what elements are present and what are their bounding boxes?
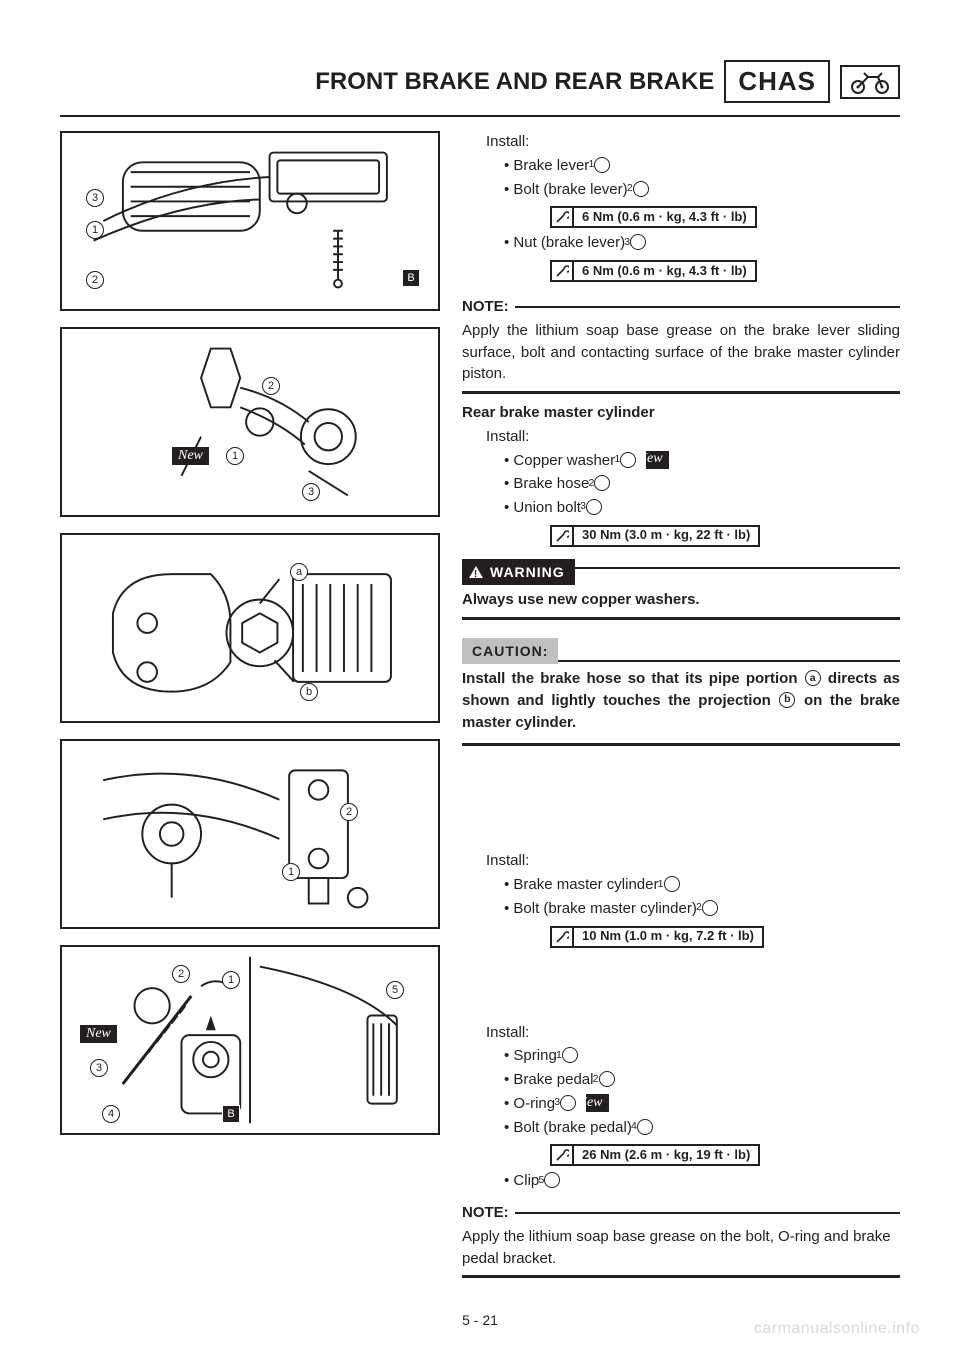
- diagram-master-cylinder-detail: a b: [60, 533, 440, 723]
- new-badge: New: [172, 447, 209, 465]
- callout-1: 1: [282, 863, 300, 881]
- callout-3: 3: [90, 1059, 108, 1077]
- bullet-master-cyl: • Brake master cylinder 1: [462, 874, 900, 896]
- watermark: carmanualsonline.info: [754, 1320, 920, 1338]
- motorcycle-icon: [840, 65, 900, 99]
- callout-1: 1: [226, 447, 244, 465]
- left-diagram-column: 3 1 2 B N: [60, 131, 440, 1286]
- rear-master-head: Rear brake master cylinder: [462, 402, 900, 424]
- bullet-brake-pedal: • Brake pedal 2: [462, 1069, 900, 1091]
- callout-1: 1: [86, 221, 104, 239]
- diagram-brake-lever: 3 1 2 B: [60, 131, 440, 311]
- wrench-icon: [552, 208, 574, 226]
- callout-B: B: [222, 1105, 240, 1123]
- callout-1: 1: [222, 971, 240, 989]
- bullet-bolt-brake-lever: • Bolt (brake lever) 2: [462, 179, 900, 201]
- header-rule: [60, 115, 900, 117]
- torque-6nm-a: 6 Nm (0.6 m · kg, 4.3 ft · lb): [550, 206, 757, 228]
- right-text-column: 2.Install: • Brake lever 1 • Bolt (brake…: [462, 131, 900, 1286]
- wrench-icon: [552, 527, 574, 545]
- callout-a: a: [290, 563, 308, 581]
- torque-26nm: 26 Nm (2.6 m · kg, 19 ft · lb): [550, 1144, 760, 1166]
- new-badge: New: [80, 1025, 117, 1043]
- chas-badge: CHAS: [724, 60, 830, 103]
- callout-B: B: [402, 269, 420, 287]
- step-1-install: 1.Install:: [462, 426, 900, 448]
- note-label-2: NOTE:: [462, 1202, 900, 1224]
- callout-2: 2: [172, 965, 190, 983]
- callout-5: 5: [386, 981, 404, 999]
- bullet-copper-washer: • Copper washer 1 New: [462, 450, 900, 472]
- bullet-nut-brake-lever: • Nut (brake lever) 3: [462, 232, 900, 254]
- torque-30nm: 30 Nm (3.0 m · kg, 22 ft · lb): [550, 525, 760, 547]
- bullet-brake-lever: • Brake lever 1: [462, 155, 900, 177]
- caution-row: CAUTION:: [462, 628, 900, 664]
- callout-3: 3: [86, 189, 104, 207]
- warning-text: Always use new copper washers.: [462, 589, 900, 611]
- note-body-1: Apply the lithium soap base grease on th…: [462, 320, 900, 385]
- bullet-bolt-master-cyl: • Bolt (brake master cylinder) 2: [462, 898, 900, 920]
- step-2-install: 2.Install:: [462, 131, 900, 153]
- divider: [462, 391, 900, 394]
- divider: [462, 617, 900, 620]
- caution-text: Install the brake hose so that its pipe …: [462, 668, 900, 733]
- callout-2: 2: [340, 803, 358, 821]
- callout-4: 4: [102, 1105, 120, 1123]
- bullet-spring: • Spring 1: [462, 1045, 900, 1067]
- bullet-brake-hose: • Brake hose 2: [462, 473, 900, 495]
- step-3d-install: 3.Install:: [462, 1022, 900, 1044]
- diagram-union-bolt: New 1 2 3: [60, 327, 440, 517]
- bullet-clip: • Clip 5: [462, 1170, 900, 1192]
- warning-triangle-icon: !: [468, 565, 484, 579]
- page-header: FRONT BRAKE AND REAR BRAKE CHAS: [60, 60, 900, 103]
- svg-text:!: !: [474, 569, 478, 579]
- step-2c-install: 2.Install:: [462, 850, 900, 872]
- warning-badge: ! WARNING: [462, 559, 575, 585]
- warning-row: ! WARNING: [462, 551, 900, 585]
- callout-b: b: [300, 683, 318, 701]
- callout-2: 2: [262, 377, 280, 395]
- wrench-icon: [552, 1146, 574, 1164]
- diagram-brake-pedal: New 2 1 3 4 5 B: [60, 945, 440, 1135]
- wrench-icon: [552, 928, 574, 946]
- torque-6nm-b: 6 Nm (0.6 m · kg, 4.3 ft · lb): [550, 260, 757, 282]
- bullet-union-bolt: • Union bolt 3: [462, 497, 900, 519]
- callout-3: 3: [302, 483, 320, 501]
- caution-badge: CAUTION:: [462, 638, 558, 664]
- divider: [462, 1275, 900, 1278]
- bullet-bolt-brake-pedal: • Bolt (brake pedal) 4: [462, 1117, 900, 1139]
- note-label: NOTE:: [462, 296, 900, 318]
- callout-2: 2: [86, 271, 104, 289]
- wrench-icon: [552, 262, 574, 280]
- note-body-2: Apply the lithium soap base grease on th…: [462, 1226, 900, 1270]
- torque-10nm: 10 Nm (1.0 m · kg, 7.2 ft · lb): [550, 926, 764, 948]
- bullet-o-ring: • O-ring 3 New: [462, 1093, 900, 1115]
- divider: [462, 743, 900, 746]
- diagram-master-cylinder-install: 2 1: [60, 739, 440, 929]
- page-title: FRONT BRAKE AND REAR BRAKE: [315, 68, 714, 96]
